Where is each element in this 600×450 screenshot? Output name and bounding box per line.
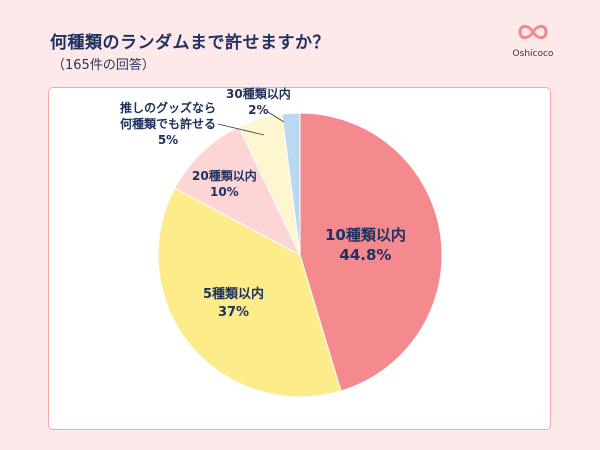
leader-line bbox=[217, 123, 265, 136]
response-count: （165件の回答） bbox=[52, 58, 155, 73]
brand-name: Oshicoco bbox=[512, 49, 554, 59]
label-30-types: 30種類以内 2% bbox=[226, 87, 291, 118]
label-any-number: 推しのグッズなら 何種類でも許せる 5% bbox=[120, 101, 217, 148]
chart-title: 何種類のランダムまで許せますか？ bbox=[50, 33, 330, 53]
pie-slice bbox=[281, 112, 301, 256]
label-20-types: 20種類以内 10% bbox=[192, 169, 257, 200]
label-10-types: 10種類以内 44.8% bbox=[325, 226, 406, 265]
pie-slice bbox=[299, 112, 443, 392]
label-5-types: 5種類以内 37% bbox=[203, 287, 265, 320]
brand-logo: Oshicoco bbox=[508, 20, 558, 59]
leader-line bbox=[267, 111, 285, 123]
infinity-heart-icon bbox=[518, 24, 548, 40]
pie-slice bbox=[157, 187, 342, 398]
